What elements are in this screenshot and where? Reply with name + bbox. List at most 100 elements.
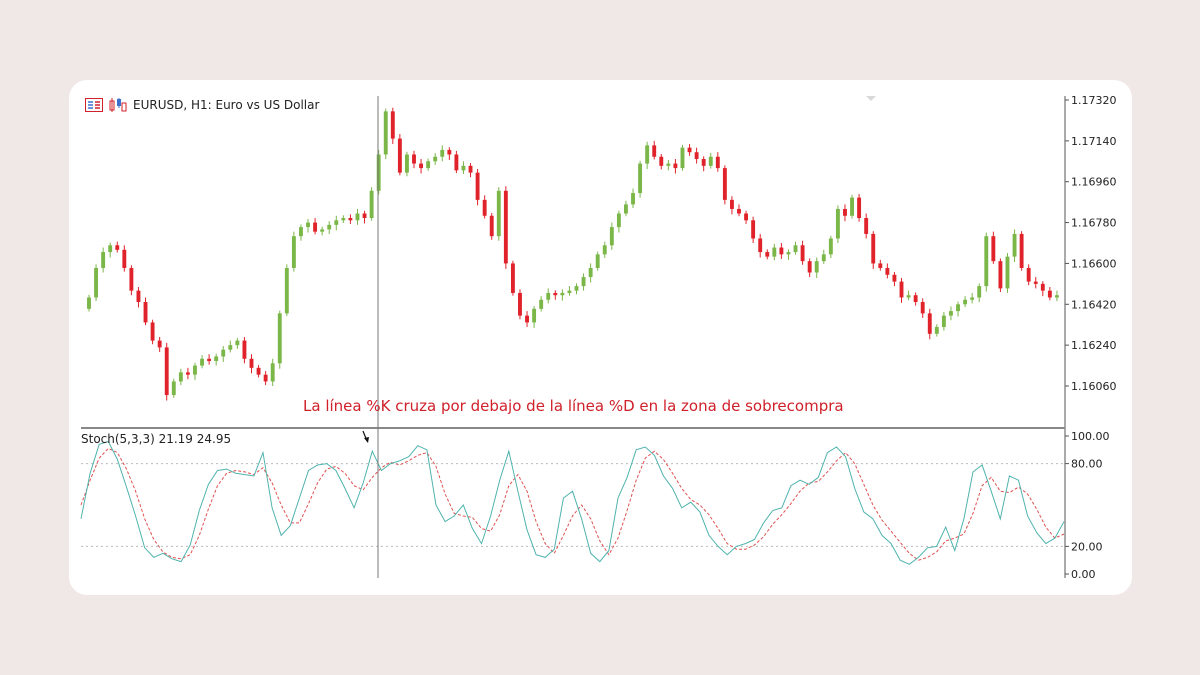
candle — [185, 367, 190, 380]
candle — [609, 222, 614, 250]
candle-body — [977, 286, 982, 298]
candle — [878, 259, 883, 271]
candle — [461, 161, 466, 174]
chart-card: 1.17320 1.17140 1.16960 1.16780 1.16600 1.164… — [69, 80, 1132, 595]
list-icon[interactable] — [85, 98, 103, 112]
price-tick-label: 1.16240 — [1071, 339, 1117, 352]
candle — [496, 187, 501, 241]
candle — [758, 233, 763, 258]
candle — [263, 371, 268, 386]
candle — [638, 160, 643, 198]
candle — [221, 346, 226, 362]
candle — [821, 249, 826, 264]
candle-body — [821, 254, 826, 262]
candle — [1005, 252, 1010, 293]
candle-body — [765, 252, 770, 257]
candle — [1012, 229, 1017, 263]
candle-body — [991, 236, 996, 262]
candle-body — [355, 213, 360, 221]
candle — [715, 152, 720, 172]
candle-body — [701, 159, 706, 166]
candle-body — [1012, 233, 1017, 257]
candle-body — [306, 222, 310, 228]
arrow-down-icon — [362, 430, 369, 443]
chart-type-icon[interactable] — [109, 98, 127, 112]
candle — [270, 358, 275, 386]
candle — [595, 251, 600, 271]
candle-body — [708, 156, 713, 166]
candle — [525, 311, 529, 327]
candle-body — [737, 208, 741, 214]
candle — [722, 165, 727, 205]
candle — [553, 290, 558, 300]
candle — [913, 292, 918, 306]
price-panel — [87, 107, 1059, 401]
candle-body — [567, 290, 572, 293]
candle — [687, 144, 692, 156]
candle — [475, 169, 480, 206]
candle-body — [666, 163, 671, 166]
candle-body — [694, 152, 699, 160]
candle-body — [327, 224, 332, 230]
candle-body — [970, 297, 975, 300]
candle — [927, 308, 932, 340]
candle-body — [341, 218, 346, 221]
candle — [327, 221, 332, 234]
candle — [87, 294, 91, 312]
candle-body — [299, 227, 303, 237]
candle — [518, 289, 522, 320]
candle-body — [772, 247, 777, 257]
candle — [214, 353, 219, 366]
candle — [807, 258, 812, 278]
candle — [228, 340, 233, 353]
candle — [602, 241, 607, 258]
candle-body — [645, 145, 650, 164]
candle-body — [242, 340, 247, 359]
candle-body — [214, 356, 219, 362]
candle — [546, 288, 551, 304]
candle-body — [800, 245, 805, 262]
candle — [440, 145, 445, 162]
candle-body — [235, 340, 240, 346]
candle-body — [397, 138, 402, 173]
candle — [588, 263, 593, 283]
candle-body — [150, 322, 155, 341]
candle-body — [793, 245, 798, 253]
candle-body — [362, 213, 367, 219]
candle — [673, 159, 678, 174]
candle — [828, 235, 833, 258]
candle — [376, 149, 381, 195]
candle-body — [178, 372, 183, 382]
candle — [779, 243, 784, 259]
candle — [652, 140, 657, 160]
candle-body — [998, 261, 1003, 289]
candle-body — [108, 245, 113, 253]
candle — [772, 243, 777, 261]
candle-body — [1033, 281, 1038, 284]
candle — [899, 277, 904, 303]
candle — [984, 232, 989, 292]
candle-body — [631, 193, 635, 205]
candle — [299, 224, 303, 241]
candle — [306, 218, 310, 233]
candle-body — [313, 222, 318, 232]
candle — [645, 141, 650, 170]
candle-body — [843, 208, 847, 216]
candle-body — [1019, 233, 1024, 268]
candle — [157, 336, 162, 352]
candle-body — [828, 238, 833, 255]
stoch-tick-label: 100.00 — [1071, 430, 1110, 443]
candle — [362, 210, 367, 224]
candle — [631, 188, 635, 209]
candle-body — [171, 381, 176, 396]
candle — [991, 231, 996, 264]
candle — [765, 249, 770, 260]
candle-body — [263, 374, 268, 382]
candle — [567, 286, 572, 296]
candle-body — [369, 190, 374, 219]
candle — [369, 187, 374, 221]
candle-body — [185, 372, 190, 375]
candle — [871, 231, 876, 269]
candle — [397, 134, 402, 176]
candle-body — [94, 267, 99, 298]
